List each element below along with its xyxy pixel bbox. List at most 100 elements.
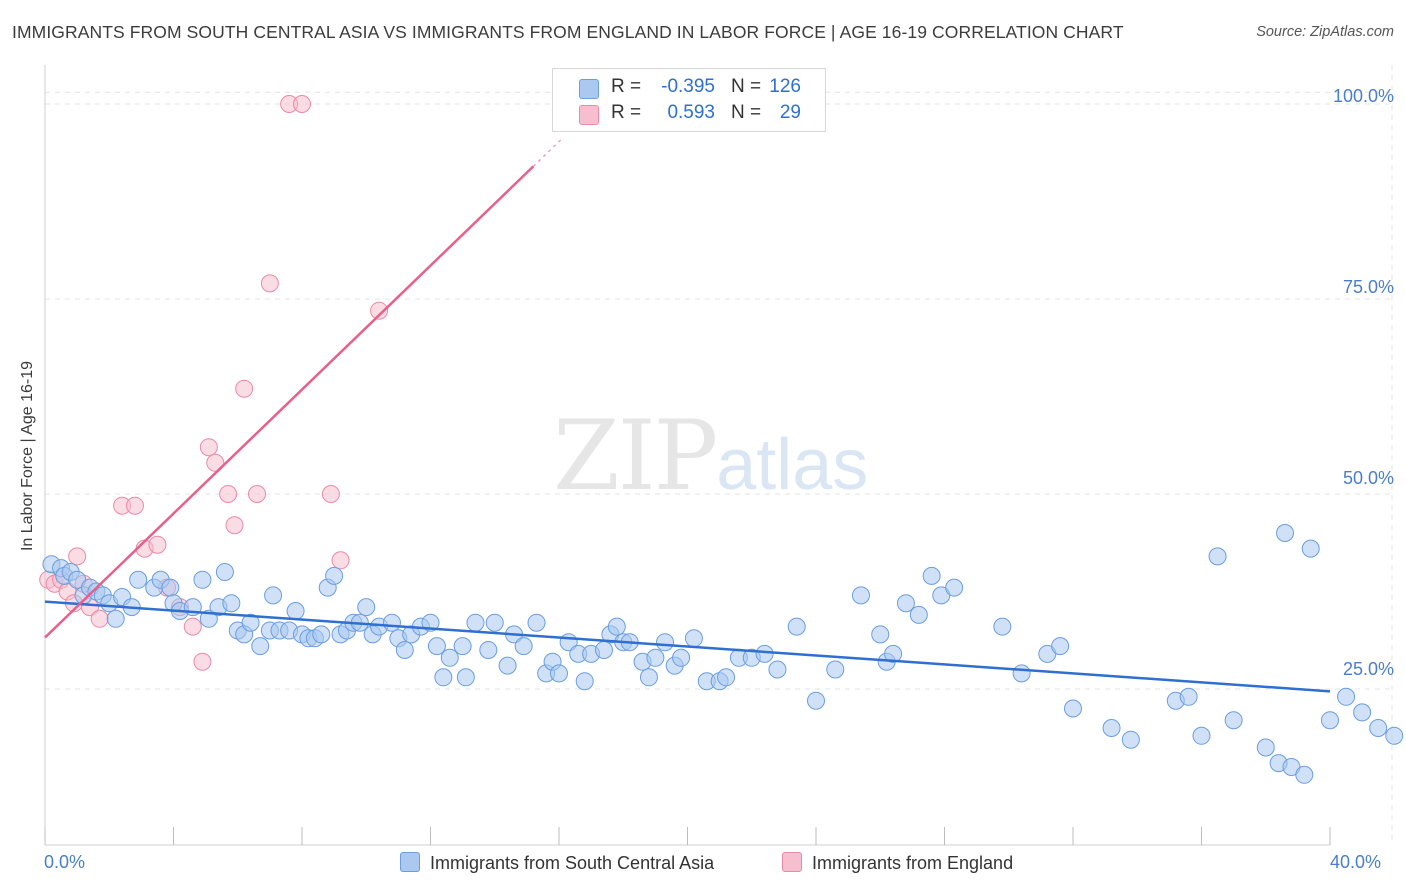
south-central-asia-point	[550, 664, 568, 683]
south-central-asia-point	[909, 605, 928, 624]
r-label: R =	[611, 102, 642, 123]
y-tick-label-25: 25.0%	[1342, 659, 1394, 679]
south-central-asia-point	[527, 613, 546, 632]
south-central-asia-point	[395, 641, 414, 659]
england-point	[199, 438, 218, 457]
south-central-asia-point	[717, 668, 736, 687]
south-central-asia-point	[1192, 726, 1211, 745]
south-central-asia-point	[656, 633, 675, 652]
legend-item-south-central-asia[interactable]: Immigrants from South Central Asia	[400, 852, 714, 874]
south-central-asia-point	[607, 617, 626, 636]
gridlines	[45, 65, 1393, 845]
south-central-asia-point	[434, 668, 453, 687]
r-label: R =	[611, 76, 642, 97]
south-central-asia-point	[161, 578, 180, 597]
n-value: 29	[779, 102, 801, 123]
south-central-asia-point	[241, 613, 260, 632]
south-central-asia-point	[871, 625, 890, 644]
england-point	[248, 485, 267, 503]
england-point	[321, 485, 340, 503]
england-point	[148, 535, 167, 554]
england-point	[125, 496, 144, 515]
x-tick-label-max: 40.0%	[1330, 852, 1382, 872]
south-central-asia-point	[1256, 738, 1275, 757]
r-value: -0.395	[661, 76, 715, 97]
south-central-asia-point	[264, 586, 283, 605]
n-label: N =	[731, 102, 762, 123]
south-central-asia-point	[1051, 637, 1070, 656]
south-central-asia-point	[1179, 687, 1198, 706]
south-central-asia-point	[498, 656, 517, 675]
pink-swatch	[782, 852, 802, 872]
south-central-asia-point	[479, 641, 498, 659]
south-central-asia-point	[453, 637, 472, 656]
south-central-asia-point	[1353, 703, 1372, 722]
south-central-asia-point	[1321, 711, 1339, 730]
south-central-asia-point	[106, 609, 125, 628]
south-central-asia-point	[1369, 719, 1388, 737]
south-central-asia-point	[325, 566, 344, 585]
south-central-asia-point	[1385, 726, 1404, 745]
south-central-asia-point	[421, 613, 440, 632]
england-point	[370, 301, 389, 320]
legend-label: Immigrants from England	[812, 853, 1014, 873]
south-central-asia-point	[129, 570, 148, 589]
trend-line-south-central-asia	[44, 600, 1331, 693]
watermark-zip: ZIP	[553, 400, 718, 512]
legend-label: Immigrants from South Central Asia	[430, 853, 715, 873]
south-central-asia-point	[1295, 765, 1314, 784]
south-central-asia-point	[672, 648, 691, 667]
south-central-asia-point	[312, 625, 331, 644]
england-point	[193, 652, 212, 671]
south-central-asia-point	[286, 602, 305, 620]
england-point	[90, 609, 109, 628]
south-central-asia-point	[851, 586, 870, 605]
south-central-asia-point	[1102, 719, 1121, 737]
trend-lines	[44, 137, 1331, 693]
south-central-asia-point	[1208, 547, 1227, 566]
n-value: 126	[769, 76, 801, 97]
south-central-asia-point	[222, 594, 241, 613]
south-central-asia-point	[1121, 730, 1140, 749]
source-credit: Source: ZipAtlas.com	[1256, 24, 1394, 40]
south-central-asia-point	[896, 594, 915, 613]
south-central-asia-point	[646, 648, 665, 667]
south-central-asia-point	[639, 668, 658, 687]
south-central-asia-point	[922, 566, 941, 585]
south-central-asia-point	[945, 578, 964, 597]
trend-line-england-extension	[532, 137, 563, 167]
south-central-asia-point	[1064, 699, 1082, 718]
south-central-asia-point	[993, 617, 1012, 636]
south-central-asia-point	[193, 570, 212, 589]
legend-item-england[interactable]: Immigrants from England	[782, 852, 1013, 874]
england-point	[235, 379, 254, 398]
south-central-asia-point	[1337, 687, 1356, 706]
axes	[44, 65, 1331, 846]
y-tick-label-50: 50.0%	[1342, 468, 1394, 488]
south-central-asia-point	[357, 598, 376, 617]
south-central-asia-point	[440, 648, 459, 667]
south-central-asia-point	[485, 613, 504, 632]
n-label: N =	[731, 76, 762, 97]
south-central-asia-point	[1224, 711, 1243, 730]
england-point	[219, 485, 238, 503]
r-value: 0.593	[667, 102, 715, 123]
england-point	[331, 551, 350, 570]
south-central-asia-point	[755, 644, 774, 663]
south-central-asia-point	[575, 672, 594, 691]
england-point	[225, 516, 244, 535]
x-tick-label-min: 0.0%	[44, 852, 86, 872]
south-central-asia-points	[42, 524, 1404, 784]
england-point	[183, 617, 202, 636]
south-central-asia-point	[466, 613, 485, 632]
south-central-asia-point	[787, 617, 806, 636]
england-point	[68, 547, 87, 566]
y-tick-label-100: 100.0%	[1332, 86, 1394, 106]
south-central-asia-point	[807, 691, 825, 710]
watermark-atlas: atlas	[716, 425, 869, 505]
south-central-asia-point	[251, 637, 270, 656]
england-point	[206, 453, 225, 472]
south-central-asia-point	[1012, 664, 1031, 683]
south-central-asia-point	[684, 629, 703, 648]
